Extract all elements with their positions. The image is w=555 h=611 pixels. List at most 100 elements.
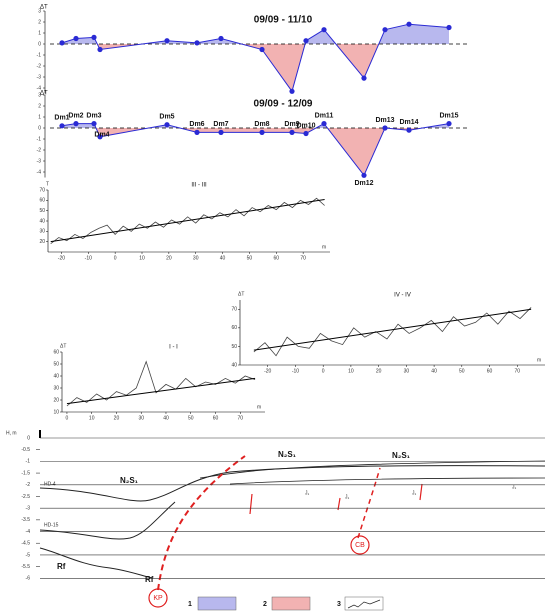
section-label: HD-4 (44, 481, 56, 487)
station-label: Dm1 (54, 115, 69, 122)
y-tick-label: -1.5 (21, 470, 30, 476)
y-tick-label: 40 (231, 362, 237, 368)
section-label: Rf (57, 562, 66, 571)
layer-line (230, 478, 545, 484)
y-tick-label: -1 (37, 136, 42, 142)
station-label: Dm15 (439, 112, 458, 119)
y-tick-label: 50 (53, 361, 59, 367)
data-point (321, 121, 326, 126)
data-point (382, 125, 387, 130)
y-tick-label: -6 (26, 576, 31, 582)
x-tick-label: 20 (114, 415, 120, 421)
data-point (259, 130, 264, 135)
x-tick-label: 0 (66, 415, 69, 421)
layer-line (200, 461, 545, 478)
data-point (321, 27, 326, 32)
y-tick-label: 20 (53, 397, 59, 403)
data-point (303, 131, 308, 136)
x-tick-label: 40 (163, 415, 169, 421)
positive-area (62, 24, 449, 91)
station-label: Dm6 (189, 121, 204, 128)
trend-line (254, 309, 531, 350)
section-label: N₂S₁ (278, 450, 297, 459)
x-tick-label: 10 (89, 415, 95, 421)
x-tick-label: 0 (114, 255, 117, 261)
fault-tick (250, 484, 422, 514)
station-label: Dm4 (94, 132, 109, 139)
y-axis-label: H, m (6, 430, 17, 436)
data-point (303, 38, 308, 43)
station-label: Dm2 (68, 112, 83, 119)
y-tick-label: -4 (26, 529, 31, 535)
fault-label: KP (153, 595, 163, 602)
y-tick-label: 60 (53, 349, 59, 355)
y-tick-label: 2 (38, 103, 41, 109)
x-tick-label: 50 (459, 368, 465, 374)
fault-line (358, 468, 380, 538)
x-axis-label: m (322, 244, 326, 250)
fault-line (158, 456, 245, 590)
data-point (446, 121, 451, 126)
data-point (164, 38, 169, 43)
y-axis-label: ΔT (238, 291, 244, 297)
x-axis-label: m (257, 404, 261, 410)
y-tick-label: 0 (38, 125, 41, 131)
data-point (194, 130, 199, 135)
trend-line (67, 378, 255, 403)
fault-label: CB (355, 542, 365, 549)
y-tick-label: 3 (38, 92, 41, 98)
x-tick-label: 0 (322, 368, 325, 374)
x-tick-label: 20 (376, 368, 382, 374)
x-tick-label: 30 (404, 368, 410, 374)
data-point (259, 47, 264, 52)
y-tick-label: 3 (38, 8, 41, 14)
x-tick-label: 70 (300, 255, 306, 261)
negative-area (62, 124, 449, 176)
data-point (91, 121, 96, 126)
x-tick-label: 20 (166, 255, 172, 261)
y-tick-label: -5.5 (21, 564, 30, 570)
x-axis-label: m (537, 357, 541, 363)
legend-label: 3 (337, 601, 341, 608)
y-axis-label: ΔT (40, 5, 48, 11)
y-tick-label: 30 (53, 385, 59, 391)
chart-title: IV - IV (394, 293, 411, 299)
y-axis-label: ΔT (60, 343, 66, 349)
station-label: Dm8 (254, 121, 269, 128)
data-point (361, 76, 366, 81)
y-tick-label: 50 (231, 344, 237, 350)
x-tick-label: -20 (264, 368, 271, 374)
x-tick-label: 10 (348, 368, 354, 374)
y-tick-label: -3.5 (21, 517, 30, 523)
data-point (97, 47, 102, 52)
x-tick-label: 40 (431, 368, 437, 374)
layer-line (40, 466, 545, 501)
section-label: Rf (145, 575, 154, 584)
chart-title: 09/09 - 12/09 (254, 99, 313, 110)
station-label: Dm12 (354, 180, 373, 187)
x-tick-label: 30 (138, 415, 144, 421)
station-label: Dm3 (86, 112, 101, 119)
y-tick-label: -3 (37, 158, 42, 164)
station-label: Dm14 (399, 119, 418, 126)
y-tick-label: -4 (37, 169, 42, 175)
y-tick-label: 70 (39, 187, 45, 193)
y-tick-label: 40 (53, 373, 59, 379)
y-tick-label: -5 (26, 552, 31, 558)
y-tick-label: 60 (39, 198, 45, 204)
x-tick-label: 30 (193, 255, 199, 261)
data-point (164, 122, 169, 127)
x-tick-label: 50 (188, 415, 194, 421)
section-label: J₁ (412, 490, 417, 496)
x-tick-label: 70 (514, 368, 520, 374)
chart-title: I - I (169, 345, 178, 351)
y-tick-label: 40 (39, 218, 45, 224)
data-point (406, 128, 411, 133)
section-label: N₂S₁ (392, 451, 411, 460)
data-point (59, 40, 64, 45)
y-tick-label: -3 (37, 74, 42, 80)
y-tick-label: 10 (53, 409, 59, 415)
data-point (91, 35, 96, 40)
y-tick-label: 30 (39, 229, 45, 235)
x-tick-label: 50 (247, 255, 253, 261)
